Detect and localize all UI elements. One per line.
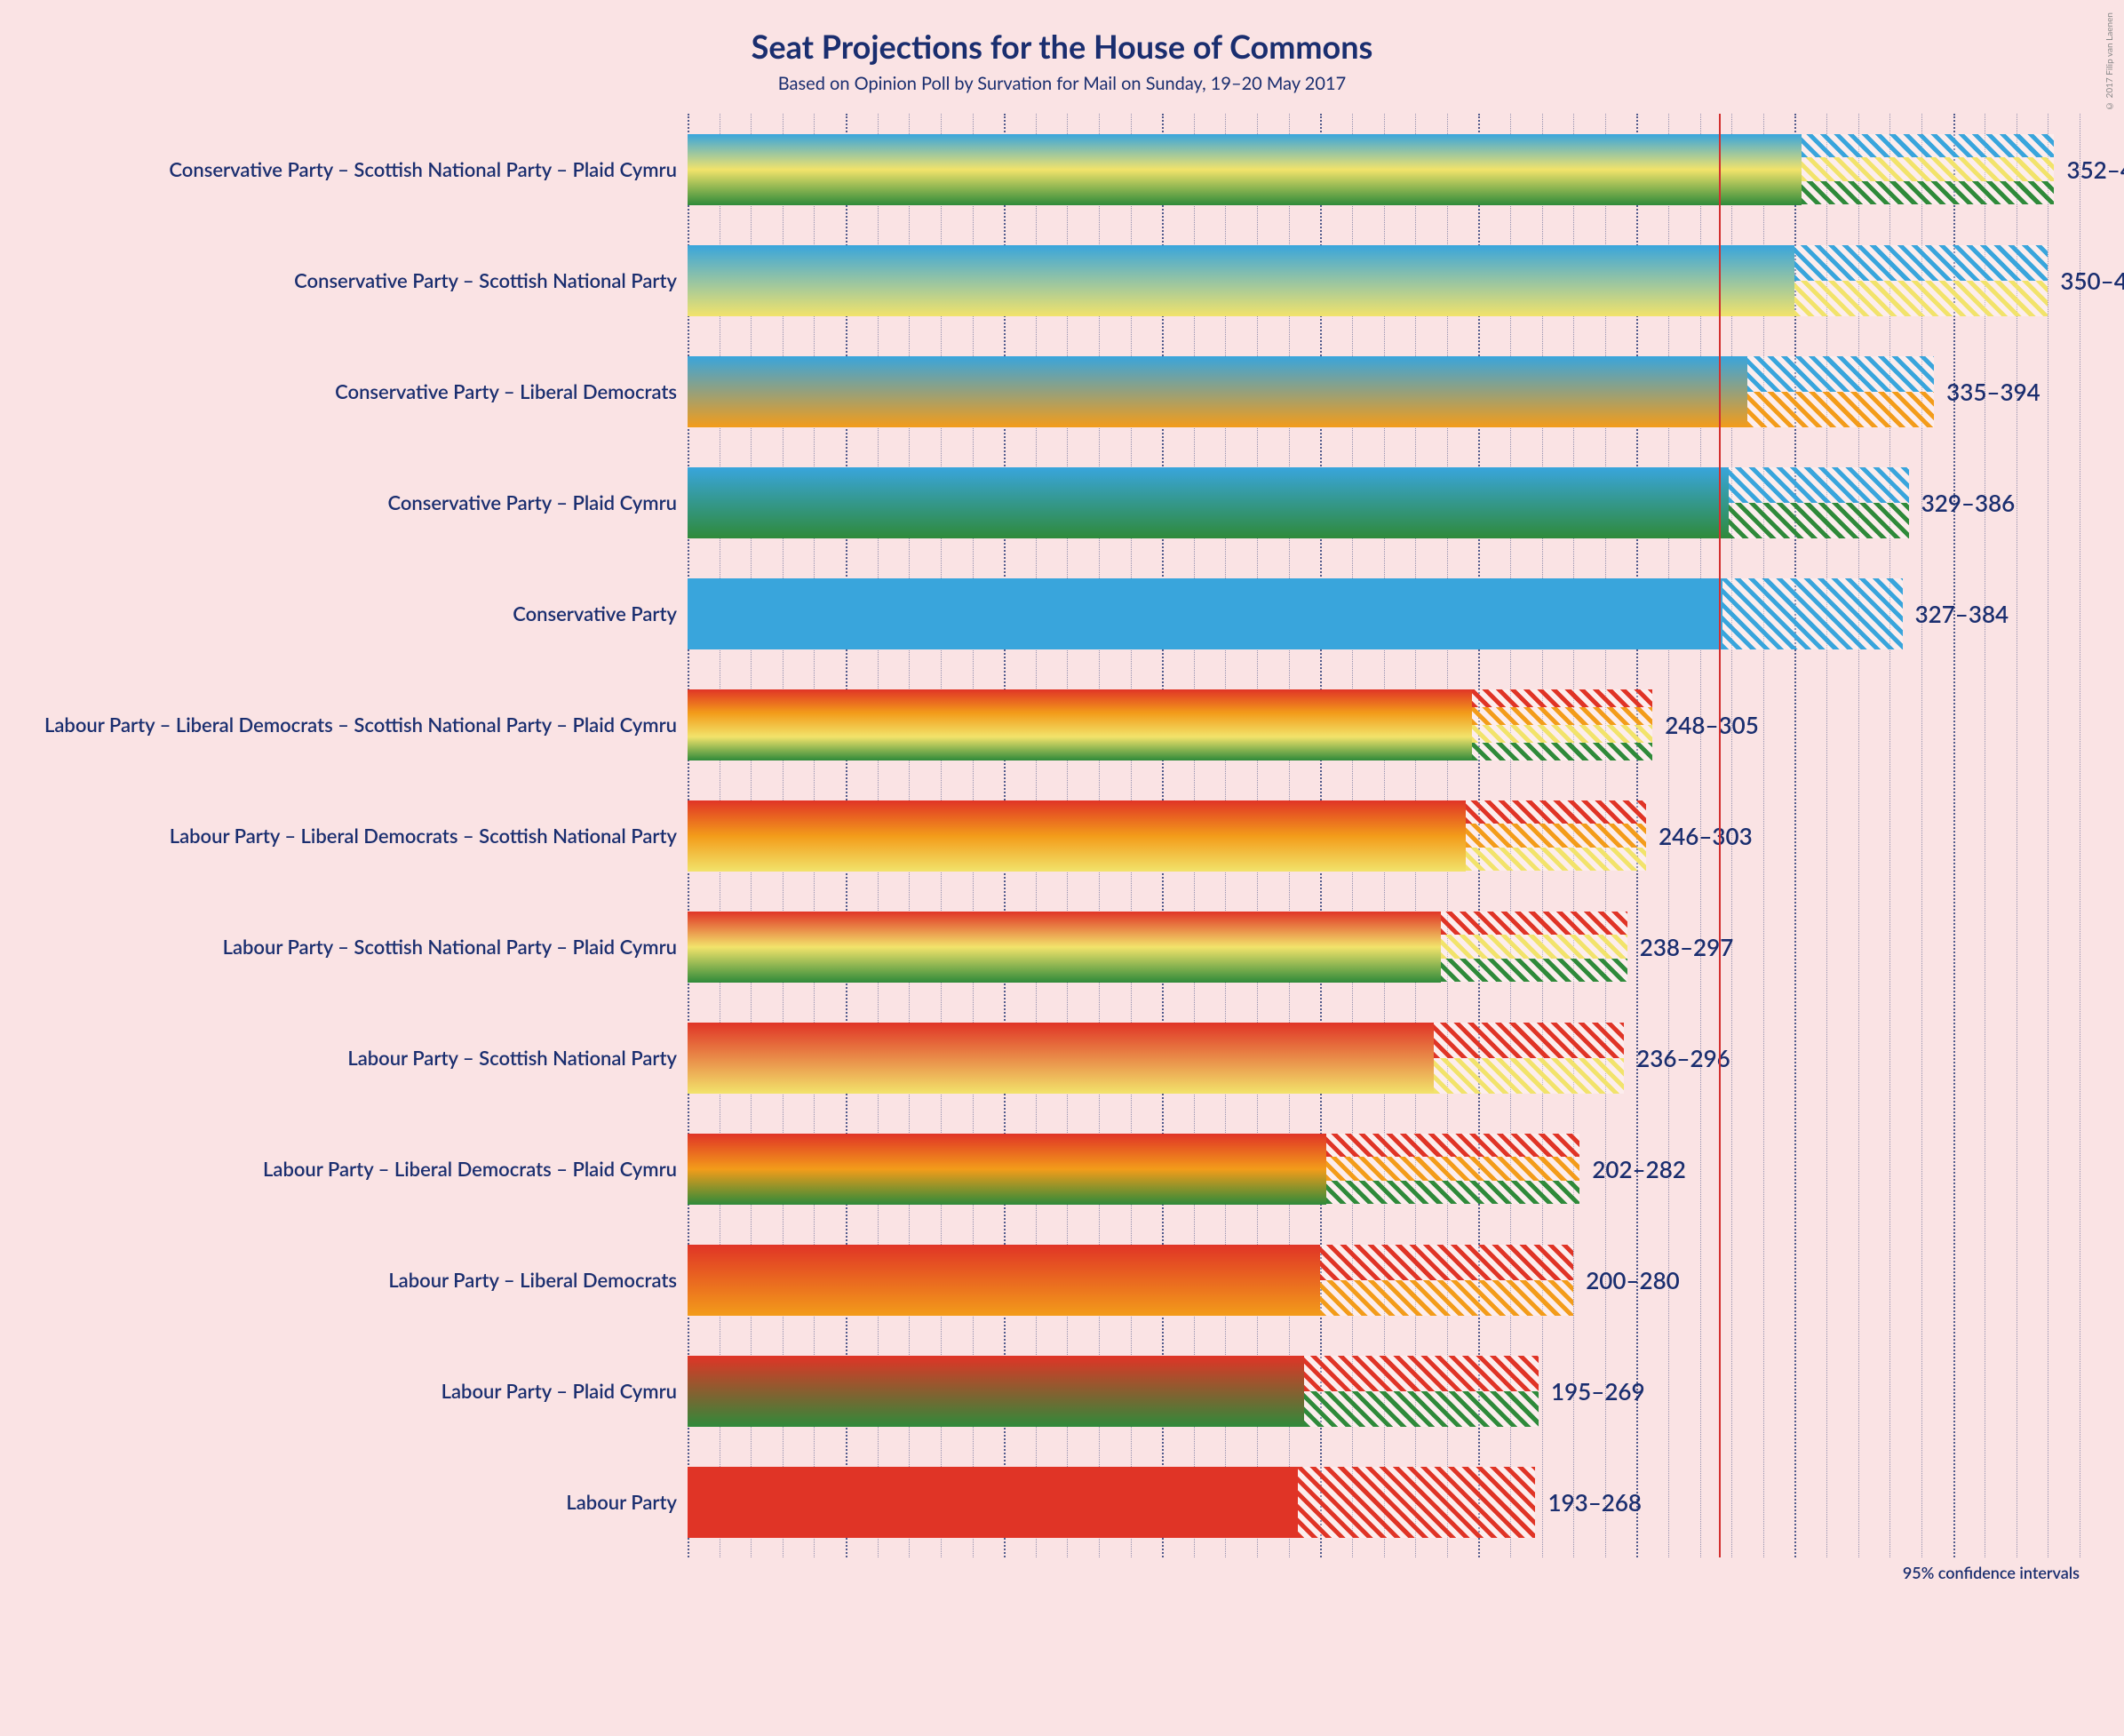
bar-low-segment (688, 1245, 1320, 1316)
bar-high-segment (1729, 467, 1909, 538)
bar-high-segment (1298, 1467, 1535, 1538)
bar-low-segment (688, 1356, 1304, 1427)
bar-value-label: 335–394 (1946, 378, 2040, 406)
bar-low-segment (688, 134, 1802, 205)
bar-value-label: 195–269 (1551, 1377, 1645, 1406)
row-label: Conservative Party – Scottish National P… (44, 114, 688, 225)
bar-value-label: 200–280 (1586, 1266, 1680, 1294)
row-label: Labour Party – Plaid Cymru (44, 1335, 688, 1446)
bar-high-segment (1466, 800, 1646, 872)
row-label: Labour Party – Scottish National Party –… (44, 891, 688, 1002)
bar-row: 195–269 (688, 1335, 2080, 1446)
footer-note: 95% confidence intervals (44, 1563, 2080, 1582)
bar-row: 238–297 (688, 891, 2080, 1002)
bar-high-segment (1802, 134, 2055, 205)
bar-row: 350–430 (688, 225, 2080, 336)
bar-value-label: 236–296 (1636, 1044, 1730, 1072)
row-label: Labour Party (44, 1446, 688, 1557)
bar-row: 200–280 (688, 1224, 2080, 1335)
bar-value-label: 327–384 (1915, 600, 2009, 628)
seat-projection-chart: Conservative Party – Scottish National P… (44, 114, 2080, 1557)
row-label: Labour Party – Liberal Democrats – Plaid… (44, 1113, 688, 1224)
bar-value-label: 329–386 (1921, 489, 2016, 517)
bar-row: 202–282 (688, 1113, 2080, 1224)
bar-low-segment (688, 1467, 1298, 1538)
row-label: Labour Party – Liberal Democrats (44, 1224, 688, 1335)
row-labels-column: Conservative Party – Scottish National P… (44, 114, 688, 1557)
bar-value-label: 350–430 (2060, 267, 2124, 295)
bar-low-segment (688, 1023, 1434, 1094)
row-label: Conservative Party – Liberal Democrats (44, 336, 688, 447)
bar-high-segment (1326, 1134, 1579, 1205)
bar-row: 248–305 (688, 669, 2080, 780)
bar-high-segment (1472, 689, 1652, 760)
bar-high-segment (1441, 912, 1627, 983)
bar-high-segment (1434, 1023, 1624, 1094)
bar-value-label: 202–282 (1592, 1155, 1686, 1183)
bar-low-segment (688, 356, 1747, 427)
bar-high-segment (1747, 356, 1934, 427)
bar-value-label: 352–432 (2067, 155, 2124, 184)
bar-high-segment (1320, 1245, 1573, 1316)
bar-row: 327–384 (688, 558, 2080, 669)
copyright-text: © 2017 Filip van Laenen (2104, 12, 2115, 111)
row-label: Labour Party – Liberal Democrats – Scott… (44, 669, 688, 780)
bar-row: 335–394 (688, 336, 2080, 447)
bar-row: 193–268 (688, 1446, 2080, 1557)
bar-row: 236–296 (688, 1002, 2080, 1113)
bar-value-label: 193–268 (1547, 1488, 1642, 1517)
bar-high-segment (1794, 245, 2048, 316)
bar-low-segment (688, 800, 1466, 872)
majority-threshold-line (1719, 114, 1721, 1557)
bar-value-label: 246–303 (1659, 822, 1753, 850)
bar-high-segment (1304, 1356, 1539, 1427)
row-label: Conservative Party – Plaid Cymru (44, 447, 688, 558)
bar-low-segment (688, 689, 1472, 760)
bar-high-segment (1722, 578, 1903, 649)
row-label: Labour Party – Liberal Democrats – Scott… (44, 780, 688, 891)
bar-row: 246–303 (688, 780, 2080, 891)
bar-value-label: 248–305 (1665, 711, 1759, 739)
bar-low-segment (688, 245, 1794, 316)
bar-low-segment (688, 578, 1722, 649)
chart-subtitle: Based on Opinion Poll by Survation for M… (44, 73, 2080, 94)
bar-low-segment (688, 912, 1441, 983)
chart-title: Seat Projections for the House of Common… (44, 27, 2080, 66)
row-label: Conservative Party (44, 558, 688, 669)
bar-low-segment (688, 1134, 1326, 1205)
bar-row: 352–432 (688, 114, 2080, 225)
bars-column: 352–432350–430 335–394 329–386 327–384 248–3… (688, 114, 2080, 1557)
row-label: Labour Party – Scottish National Party (44, 1002, 688, 1113)
bar-row: 329–386 (688, 447, 2080, 558)
bar-low-segment (688, 467, 1729, 538)
row-label: Conservative Party – Scottish National P… (44, 225, 688, 336)
